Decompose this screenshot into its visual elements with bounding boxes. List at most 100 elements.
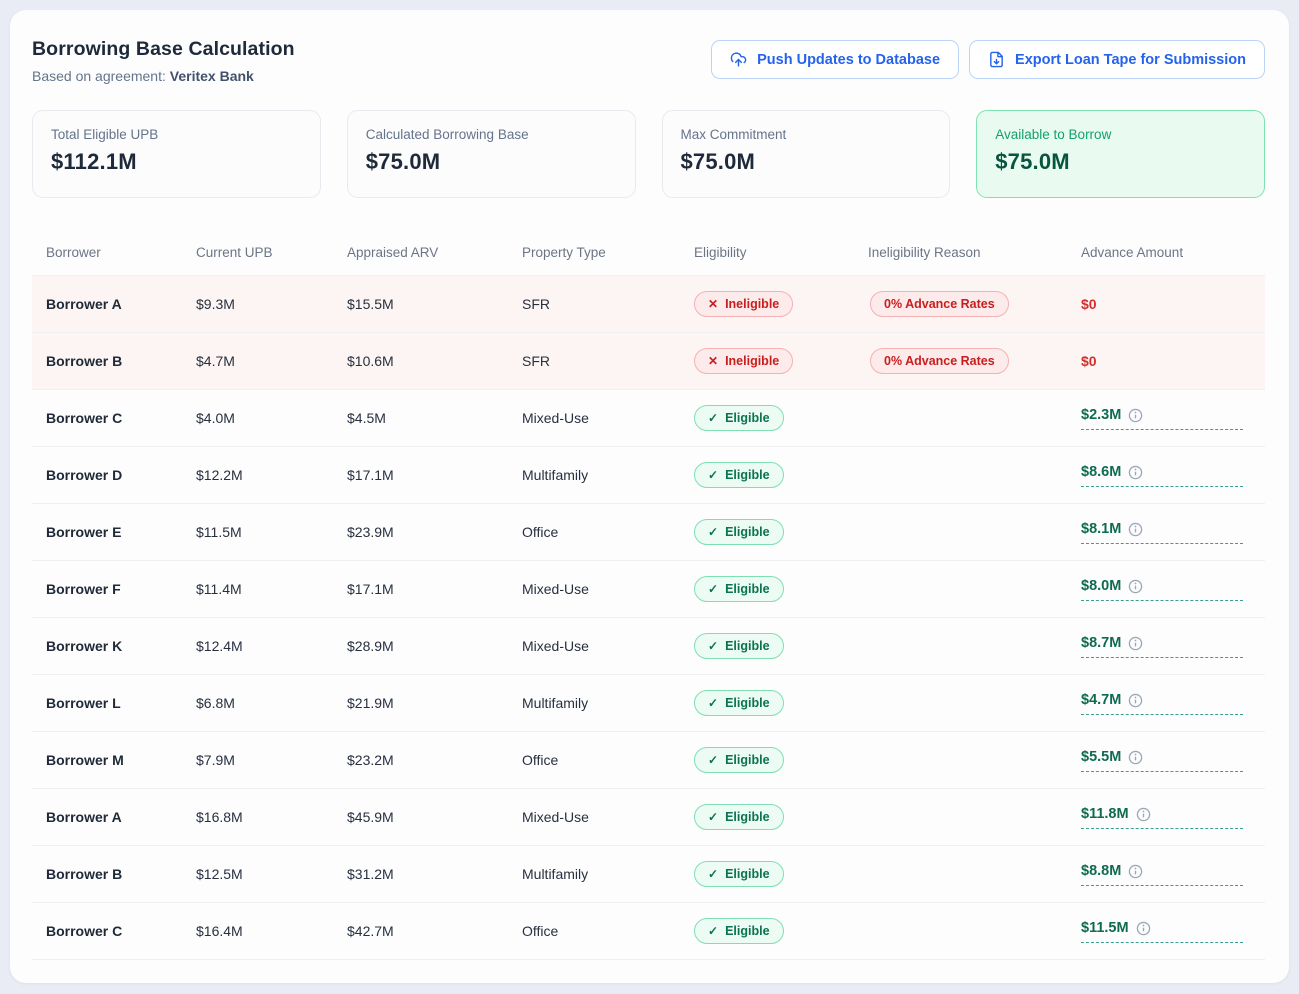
property-type-value: SFR: [522, 296, 550, 312]
table-row: Borrower D $12.2M $17.1M Multifamily ✓ E…: [32, 447, 1265, 504]
advance-amount-value: $4.7M: [1081, 692, 1122, 708]
table-row: Borrower F $11.4M $17.1M Mixed-Use ✓ Eli…: [32, 561, 1265, 618]
advance-amount[interactable]: $8.1M: [1081, 521, 1243, 544]
info-icon[interactable]: [1128, 864, 1143, 879]
appraised-arv-value: $4.5M: [347, 410, 386, 426]
info-icon[interactable]: [1136, 807, 1151, 822]
property-type-value: Multifamily: [522, 866, 589, 882]
current-upb-value: $16.4M: [196, 923, 243, 939]
eligibility-status-icon: ✕: [708, 297, 719, 311]
eligibility-badge: ✓ Eligible: [694, 861, 784, 887]
current-upb-value: $6.8M: [196, 695, 235, 711]
eligibility-label: Ineligible: [725, 354, 780, 368]
property-type-value: Mixed-Use: [522, 581, 589, 597]
advance-amount[interactable]: $8.0M: [1081, 578, 1243, 601]
current-upb-value: $9.3M: [196, 296, 235, 312]
info-icon[interactable]: [1128, 750, 1143, 765]
borrower-name: Borrower F: [46, 581, 121, 597]
table-row: Borrower C $16.4M $42.7M Office ✓ Eligib…: [32, 903, 1265, 960]
advance-amount[interactable]: $2.3M: [1081, 407, 1243, 430]
borrower-name: Borrower A: [46, 296, 122, 312]
eligibility-status-icon: ✓: [708, 411, 719, 425]
advance-amount[interactable]: $11.8M: [1081, 806, 1243, 829]
eligibility-status-icon: ✓: [708, 468, 719, 482]
stat-value: $112.1M: [51, 149, 137, 174]
col-header-appraised-arv: Appraised ARV: [347, 245, 439, 260]
stat-card-calculated-borrowing-base: Calculated Borrowing Base $75.0M: [346, 110, 636, 198]
eligibility-label: Eligible: [725, 867, 770, 881]
table-row: Borrower C $4.0M $4.5M Mixed-Use ✓ Eligi…: [32, 390, 1265, 447]
appraised-arv-value: $10.6M: [347, 353, 394, 369]
borrowing-base-table: Borrower Current UPB Appraised ARV Prope…: [32, 230, 1265, 960]
stat-card-available-to-borrow: Available to Borrow $75.0M: [976, 110, 1265, 198]
eligibility-label: Eligible: [725, 468, 770, 482]
borrower-name: Borrower B: [46, 866, 123, 882]
stat-label: Calculated Borrowing Base: [365, 127, 529, 142]
current-upb-value: $12.2M: [196, 467, 243, 483]
advance-amount-value: $11.8M: [1081, 806, 1129, 822]
summary-cards: Total Eligible UPB $112.1M Calculated Bo…: [32, 110, 1265, 198]
eligibility-label: Eligible: [725, 525, 770, 539]
advance-amount-value: $8.7M: [1081, 635, 1122, 651]
eligibility-label: Eligible: [725, 696, 770, 710]
advance-amount[interactable]: $8.7M: [1081, 635, 1243, 658]
eligibility-badge: ✓ Eligible: [694, 519, 784, 545]
stat-label: Total Eligible UPB: [51, 127, 159, 142]
table-row: Borrower L $6.8M $21.9M Multifamily ✓ El…: [32, 675, 1265, 732]
advance-amount[interactable]: $5.5M: [1081, 749, 1243, 772]
eligibility-label: Eligible: [725, 639, 770, 653]
col-header-advance-amount: Advance Amount: [1081, 245, 1184, 260]
current-upb-value: $11.4M: [196, 581, 242, 597]
borrower-name: Borrower B: [46, 353, 123, 369]
borrower-name: Borrower C: [46, 923, 123, 939]
info-icon[interactable]: [1128, 693, 1143, 708]
appraised-arv-value: $28.9M: [347, 638, 394, 654]
eligibility-status-icon: ✕: [708, 354, 719, 368]
info-icon[interactable]: [1128, 408, 1143, 423]
appraised-arv-value: $23.2M: [347, 752, 394, 768]
col-header-property-type: Property Type: [522, 245, 606, 260]
cloud-upload-icon: [730, 51, 747, 68]
property-type-value: Office: [522, 524, 559, 540]
ineligibility-reason-badge: 0% Advance Rates: [870, 348, 1009, 374]
ineligibility-reason-label: 0% Advance Rates: [884, 354, 995, 368]
advance-amount[interactable]: $8.6M: [1081, 464, 1243, 487]
eligibility-label: Eligible: [725, 810, 770, 824]
eligibility-status-icon: ✓: [708, 582, 719, 596]
stat-label: Available to Borrow: [995, 127, 1112, 142]
push-updates-button[interactable]: Push Updates to Database: [711, 40, 960, 79]
property-type-value: Office: [522, 752, 559, 768]
advance-amount[interactable]: $8.8M: [1081, 863, 1243, 886]
eligibility-status-icon: ✓: [708, 867, 719, 881]
advance-amount[interactable]: $11.5M: [1081, 920, 1243, 943]
info-icon[interactable]: [1136, 921, 1151, 936]
current-upb-value: $4.7M: [196, 353, 235, 369]
property-type-value: Mixed-Use: [522, 809, 589, 825]
eligibility-badge: ✓ Eligible: [694, 633, 784, 659]
info-icon[interactable]: [1128, 465, 1143, 480]
advance-amount-value: $5.5M: [1081, 749, 1122, 765]
info-icon[interactable]: [1128, 522, 1143, 537]
eligibility-label: Eligible: [725, 582, 770, 596]
table-header-row: Borrower Current UPB Appraised ARV Prope…: [32, 230, 1265, 276]
eligibility-status-icon: ✓: [708, 924, 719, 938]
eligibility-status-icon: ✓: [708, 525, 719, 539]
stat-value: $75.0M: [680, 149, 756, 174]
col-header-borrower: Borrower: [46, 245, 101, 260]
advance-amount-zero: $0: [1081, 353, 1097, 369]
export-loan-tape-button[interactable]: Export Loan Tape for Submission: [969, 40, 1265, 79]
eligibility-badge: ✕ Ineligible: [694, 348, 794, 374]
info-icon[interactable]: [1128, 636, 1143, 651]
eligibility-label: Eligible: [725, 411, 770, 425]
table-row: Borrower A $16.8M $45.9M Mixed-Use ✓ Eli…: [32, 789, 1265, 846]
eligibility-label: Ineligible: [725, 297, 780, 311]
table-row: Borrower A $9.3M $15.5M SFR ✕ Ineligible…: [32, 276, 1265, 333]
advance-amount[interactable]: $4.7M: [1081, 692, 1243, 715]
appraised-arv-value: $23.9M: [347, 524, 394, 540]
eligibility-badge: ✓ Eligible: [694, 405, 784, 431]
info-icon[interactable]: [1128, 579, 1143, 594]
col-header-current-upb: Current UPB: [196, 245, 273, 260]
property-type-value: Mixed-Use: [522, 638, 589, 654]
borrowing-base-panel: Borrowing Base Calculation Based on agre…: [10, 10, 1289, 983]
table-row: Borrower K $12.4M $28.9M Mixed-Use ✓ Eli…: [32, 618, 1265, 675]
